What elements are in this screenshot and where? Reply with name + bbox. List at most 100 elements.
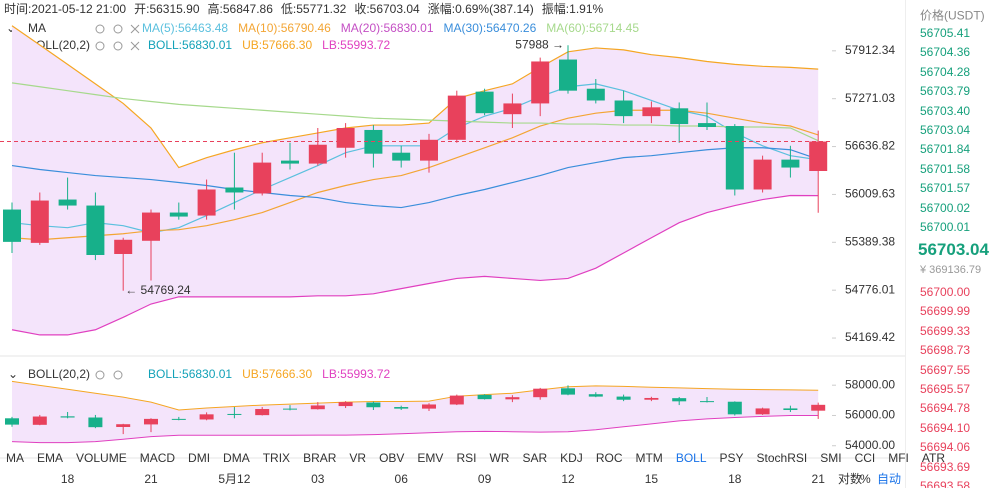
ask-price: 56705.41 xyxy=(920,26,971,40)
legend-entry: MA(5):56463.48 xyxy=(142,21,228,35)
main-plot xyxy=(3,25,828,336)
gear-icon[interactable] xyxy=(113,370,123,380)
candle-body xyxy=(588,394,603,397)
indicator-tab[interactable]: ATR xyxy=(922,451,945,465)
close-icon[interactable] xyxy=(130,24,140,34)
candle-body xyxy=(642,107,661,117)
header-label: 时间: xyxy=(4,2,31,16)
eye-icon[interactable] xyxy=(95,24,105,34)
header-value: 56847.86 xyxy=(223,2,273,16)
x-tick-label: 06 xyxy=(395,472,409,486)
indicator-tab[interactable]: MTM xyxy=(635,451,662,465)
legend-entry: UB:57666.30 xyxy=(242,367,312,381)
candle-body xyxy=(3,209,21,242)
header-value: 0.69%(387.14) xyxy=(455,2,534,16)
lower-band-line xyxy=(11,194,819,336)
indicator-tab[interactable]: SAR xyxy=(522,451,547,465)
candle-body xyxy=(477,394,492,400)
indicator-tab[interactable]: SMI xyxy=(820,451,841,465)
indicator-tab[interactable]: StochRSI xyxy=(757,451,808,465)
candle-body xyxy=(420,139,438,161)
candle-body xyxy=(809,141,828,171)
candle-body xyxy=(225,187,244,193)
candle-body xyxy=(533,388,548,398)
ask-price: 56701.58 xyxy=(920,161,971,176)
candle-body xyxy=(700,401,714,403)
indicator-tab[interactable]: MFI xyxy=(888,451,909,465)
close-icon[interactable] xyxy=(130,41,140,51)
collapse-icon[interactable]: ⌄ xyxy=(6,21,16,35)
indicator-tab[interactable]: MACD xyxy=(140,451,176,465)
candle-body xyxy=(308,144,327,164)
upper-band-line xyxy=(11,380,819,411)
collapse-icon[interactable]: ⌄ xyxy=(8,367,18,381)
x-tick-label: 21 xyxy=(144,472,158,486)
indicator-tab[interactable]: OBV xyxy=(379,451,404,465)
candle-body xyxy=(811,404,826,411)
candle-body xyxy=(531,61,550,104)
scale-option[interactable]: % xyxy=(860,472,871,486)
sub-y-tick-label: 54000.00 xyxy=(845,438,895,452)
indicator-tab[interactable]: EMV xyxy=(417,451,443,465)
indicator-tab[interactable]: ROC xyxy=(596,451,623,465)
bid-price: 56693.69 xyxy=(920,459,971,474)
y-tick-label: 54776.01 xyxy=(845,282,895,296)
candle-body xyxy=(753,159,772,190)
candle-body xyxy=(199,414,214,420)
indicator-tab[interactable]: RSI xyxy=(456,451,476,465)
ma-legend-title: MA xyxy=(28,21,46,35)
y-tick-label: 57271.03 xyxy=(845,91,895,105)
indicator-tab[interactable]: BOLL xyxy=(676,451,707,465)
annotation: 57988 → xyxy=(515,37,564,51)
candle-body xyxy=(725,126,744,190)
candle-body xyxy=(32,416,47,425)
eye-icon[interactable] xyxy=(95,41,105,51)
gear-icon[interactable] xyxy=(113,24,123,34)
indicator-tab[interactable]: WR xyxy=(489,451,509,465)
sub-y-tick-label: 58000.00 xyxy=(845,377,895,391)
candle-body xyxy=(698,123,716,128)
ask-price: 56701.84 xyxy=(920,142,971,157)
indicator-tab[interactable]: CCI xyxy=(855,451,876,465)
indicator-tab[interactable]: DMI xyxy=(188,451,210,465)
indicator-tab[interactable]: PSY xyxy=(720,451,744,465)
sub-y-tick-label: 56000.00 xyxy=(845,408,895,422)
indicator-tab[interactable]: TRIX xyxy=(263,451,290,465)
candle-body xyxy=(614,100,633,117)
legend-entry: UB:57666.30 xyxy=(242,38,312,52)
scale-option[interactable]: 对数 xyxy=(838,471,862,486)
indicator-tab[interactable]: DMA xyxy=(223,451,250,465)
header-value: 56315.90 xyxy=(149,2,199,16)
header-value: 2021-05-12 21:00 xyxy=(31,2,126,16)
gear-icon[interactable] xyxy=(113,41,123,51)
candle-body xyxy=(144,418,158,425)
bid-price: 56694.78 xyxy=(920,401,971,416)
ask-price: 56703.40 xyxy=(920,103,971,118)
indicator-tab[interactable]: KDJ xyxy=(560,451,583,465)
order-book: 价格(USDT) 56705.41 56704.36 56704.28 56703.7… xyxy=(905,0,1000,488)
x-tick-label: 09 xyxy=(478,472,492,486)
ma-line xyxy=(11,82,819,142)
header-value: 55771.32 xyxy=(296,2,346,16)
eye-icon[interactable] xyxy=(95,370,105,380)
ask-price: 56700.01 xyxy=(920,220,971,234)
indicator-tab[interactable]: VR xyxy=(349,451,366,465)
scale-option[interactable]: 自动 xyxy=(877,472,901,486)
candle-body xyxy=(392,152,411,161)
ask-price: 56703.04 xyxy=(920,123,971,137)
bid-price: 56694.10 xyxy=(920,420,971,435)
sub-plot xyxy=(5,380,826,444)
x-tick-label: 15 xyxy=(645,472,659,486)
header-value: 56703.04 xyxy=(370,2,420,16)
indicator-tab[interactable]: VOLUME xyxy=(76,451,127,465)
candle-body xyxy=(60,416,75,418)
ask-price: 56701.57 xyxy=(920,181,971,196)
indicator-tab[interactable]: MA xyxy=(6,451,24,465)
legend-entry: MA(10):56790.46 xyxy=(238,21,331,35)
indicator-tab[interactable]: BRAR xyxy=(303,451,337,465)
indicator-tab[interactable]: EMA xyxy=(37,451,63,465)
bid-price: 56699.33 xyxy=(920,323,971,338)
candle-body xyxy=(755,408,770,415)
candle-body xyxy=(447,95,466,140)
